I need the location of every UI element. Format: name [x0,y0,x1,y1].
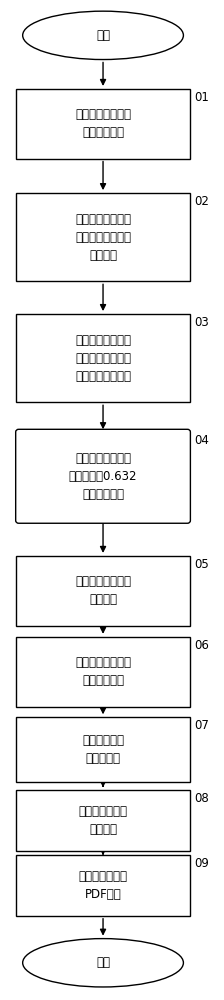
Text: 获取阶跃输出响应
达到稳态值0.632
倍处的时间值: 获取阶跃输出响应 达到稳态值0.632 倍处的时间值 [69,452,137,501]
FancyBboxPatch shape [16,855,190,916]
Text: 组建调速执行机构
参数辨识装置: 组建调速执行机构 参数辨识装置 [75,108,131,139]
FancyBboxPatch shape [16,193,190,281]
Text: 根据阶跃输出响应
辨识调速执行机构
等效粘性阻尼系数: 根据阶跃输出响应 辨识调速执行机构 等效粘性阻尼系数 [75,334,131,383]
FancyBboxPatch shape [16,556,190,626]
FancyBboxPatch shape [16,314,190,402]
Text: 05: 05 [194,558,209,571]
Text: 结束: 结束 [96,956,110,969]
Text: 设定调速指令
信号最大值: 设定调速指令 信号最大值 [82,734,124,765]
FancyBboxPatch shape [16,429,190,523]
Text: 整定调速控制器
PDF系数: 整定调速控制器 PDF系数 [79,870,127,901]
Text: 06: 06 [194,639,209,652]
Text: 01: 01 [194,91,209,104]
Text: 确定功率驱动模块
最大输出电压: 确定功率驱动模块 最大输出电压 [75,656,131,687]
Text: 辨识调速执行机构
等效惯量: 辨识调速执行机构 等效惯量 [75,575,131,606]
Text: 利用阶跃输入信号
测量调速执行机构
输出响应: 利用阶跃输入信号 测量调速执行机构 输出响应 [75,213,131,262]
FancyBboxPatch shape [16,717,190,782]
Ellipse shape [23,939,183,987]
Text: 开始: 开始 [96,29,110,42]
Text: 02: 02 [194,195,209,208]
Ellipse shape [23,11,183,60]
Text: 整定调速控制器
积分系数: 整定调速控制器 积分系数 [79,805,127,836]
Text: 09: 09 [194,857,209,870]
Text: 03: 03 [194,316,209,329]
FancyBboxPatch shape [16,89,190,159]
Text: 07: 07 [194,719,209,732]
FancyBboxPatch shape [16,790,190,851]
Text: 04: 04 [194,434,209,447]
Text: 08: 08 [194,792,209,805]
FancyBboxPatch shape [16,637,190,707]
